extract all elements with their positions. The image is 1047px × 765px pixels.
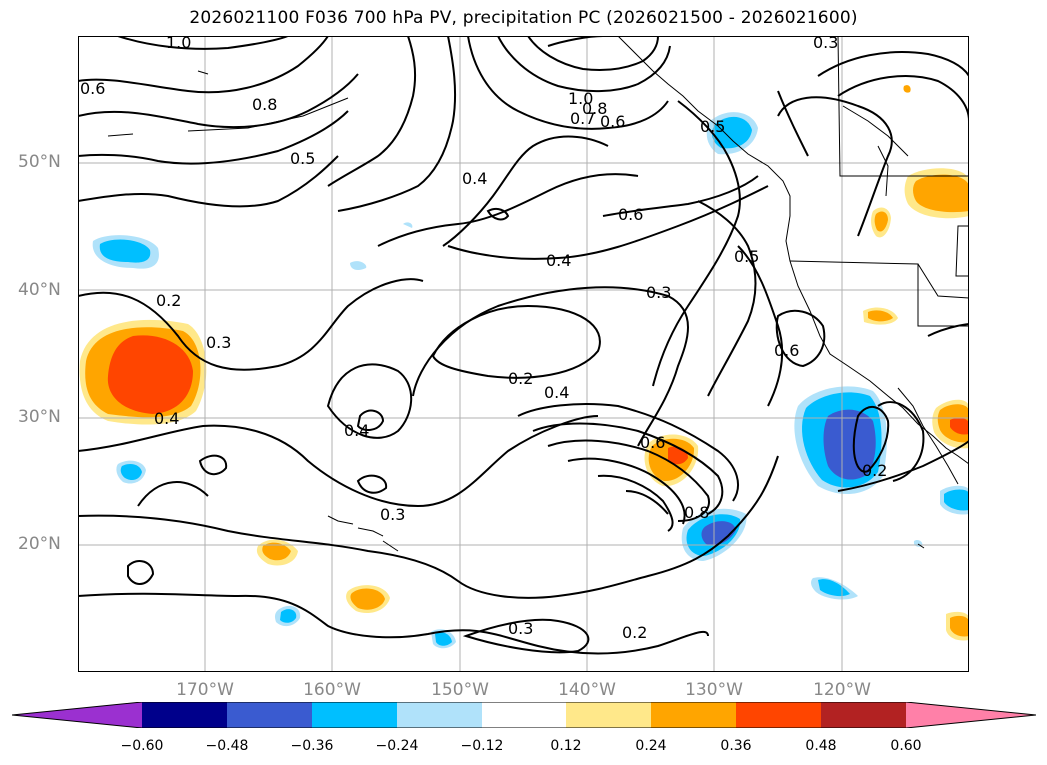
contour-label: 0.4 (462, 169, 487, 188)
map-canvas: 1.0 0.3 0.6 0.8 0.5 1.0 0.8 0.7 0.6 0.5 … (77, 33, 970, 672)
contour-label: 0.7 (570, 109, 595, 128)
contour-label: 0.4 (154, 409, 179, 428)
contour-label: 0.6 (774, 341, 799, 360)
contour-label: 0.6 (618, 205, 643, 224)
contour-label: 0.2 (156, 291, 181, 310)
colorbar-segment (736, 702, 821, 728)
contour-label: 0.6 (80, 79, 105, 98)
colorbar (12, 702, 1036, 728)
lat-label: 40°N (18, 280, 61, 300)
contour-label: 0.4 (546, 251, 571, 270)
contour-label: 0.6 (600, 112, 625, 131)
map-panel: 1.0 0.3 0.6 0.8 0.5 1.0 0.8 0.7 0.6 0.5 … (77, 33, 970, 672)
contour-label: 0.3 (508, 619, 533, 638)
lon-label: 120°W (813, 680, 871, 700)
contour-label: 0.2 (622, 623, 647, 642)
colorbar-tick: −0.36 (290, 738, 334, 754)
lon-label: 130°W (685, 680, 743, 700)
contour-label: 0.3 (206, 333, 231, 352)
colorbar-segment (227, 702, 312, 728)
contour-label: 0.5 (290, 149, 315, 168)
colorbar-segment (566, 702, 651, 728)
colorbar-tick: 0.12 (550, 738, 582, 754)
contour-label: 1.0 (166, 36, 191, 52)
colorbar-segment (821, 702, 906, 728)
colorbar-tick: 0.36 (720, 738, 752, 754)
contour-label: 0.8 (684, 503, 709, 522)
lon-label: 170°W (176, 680, 234, 700)
colorbar-segment (906, 702, 1036, 728)
colorbar-segment (397, 702, 482, 728)
colorbar-tick: −0.24 (375, 738, 419, 754)
colorbar-segment (651, 702, 736, 728)
map-border (78, 36, 969, 672)
contour-label: 0.5 (734, 247, 759, 266)
colorbar-segment (312, 702, 397, 728)
chart-title: 2026021100 F036 700 hPa PV, precipitatio… (189, 8, 858, 28)
colorbar-tick: −0.12 (460, 738, 504, 754)
colorbar-tick: 0.48 (805, 738, 837, 754)
contour-label-group: 1.0 0.3 0.6 0.8 0.5 1.0 0.8 0.7 0.6 0.5 … (80, 33, 887, 642)
colorbar-segment (12, 702, 142, 728)
contour-label: 0.3 (646, 283, 671, 302)
colorbar-tick: −0.60 (120, 738, 164, 754)
graticule (78, 36, 969, 672)
contour-label: 0.2 (862, 461, 887, 480)
contour-label: 0.8 (582, 99, 607, 118)
lon-label: 150°W (431, 680, 489, 700)
lat-label: 30°N (18, 407, 61, 427)
contour-label: 1.0 (568, 89, 593, 108)
contour-label: 0.5 (700, 117, 725, 136)
colorbar-segment (142, 702, 227, 728)
contour-label: 0.4 (344, 421, 369, 440)
precip-shading (79, 85, 969, 649)
lat-label: 50°N (18, 152, 61, 172)
contour-label: 0.4 (544, 383, 569, 402)
colorbar-tick: −0.48 (205, 738, 249, 754)
colorbar-segment (482, 702, 566, 728)
colorbar-tick: 0.24 (635, 738, 667, 754)
colorbar-tick: 0.60 (890, 738, 922, 754)
coastlines (107, 35, 970, 552)
contour-label: 0.2 (508, 369, 533, 388)
lon-label: 140°W (558, 680, 616, 700)
contour-label: 0.6 (640, 433, 665, 452)
contour-label: 0.8 (252, 95, 277, 114)
contour-label: 0.3 (380, 505, 405, 524)
contour-label: 0.3 (813, 36, 838, 52)
lon-label: 160°W (303, 680, 361, 700)
pv-contours (77, 35, 970, 655)
lat-label: 20°N (18, 534, 61, 554)
